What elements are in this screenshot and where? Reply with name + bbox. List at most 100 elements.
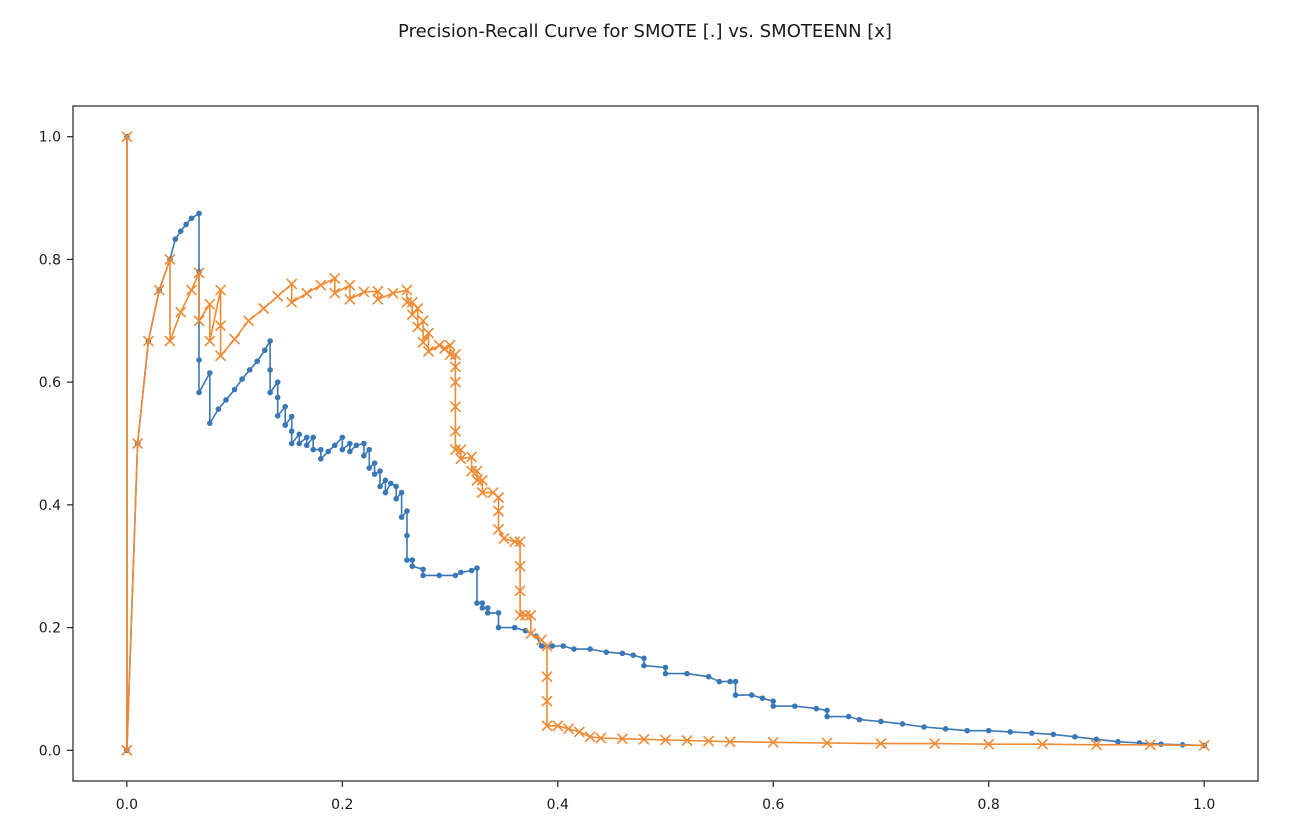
data-point-x-marker xyxy=(541,640,553,652)
data-point-x-marker xyxy=(193,267,205,279)
data-point-x-marker xyxy=(455,444,467,456)
data-point-dot-marker xyxy=(303,434,310,441)
data-point-x-marker xyxy=(466,465,478,477)
data-point-x-marker xyxy=(433,339,445,351)
data-point-x-marker xyxy=(767,736,779,748)
data-point-x-marker xyxy=(215,350,227,362)
data-point-dot-marker xyxy=(942,726,949,732)
data-point-x-marker xyxy=(595,732,607,744)
data-point-x-marker xyxy=(329,272,341,284)
data-point-x-marker xyxy=(121,744,133,756)
data-point-dot-marker xyxy=(404,532,410,539)
data-point-x-marker xyxy=(372,285,384,297)
data-point-x-marker xyxy=(358,286,370,298)
data-point-x-marker xyxy=(584,731,596,743)
data-point-dot-marker xyxy=(267,389,273,396)
data-point-x-marker xyxy=(552,720,564,732)
data-point-dot-marker xyxy=(361,452,367,459)
data-point-dot-marker xyxy=(495,624,502,631)
data-point-dot-marker xyxy=(377,483,383,490)
data-point-dot-marker xyxy=(207,370,213,376)
data-point-x-marker xyxy=(164,253,176,265)
data-point-dot-marker xyxy=(393,495,399,502)
data-point-x-marker xyxy=(455,453,467,465)
data-point-x-marker xyxy=(315,279,327,291)
data-point-dot-marker xyxy=(196,210,202,217)
data-point-x-marker xyxy=(471,465,483,477)
x-tick-label: 1.0 xyxy=(1193,797,1215,813)
data-point-x-marker xyxy=(681,734,693,747)
data-point-dot-marker xyxy=(282,403,289,410)
data-point-x-marker xyxy=(541,671,553,683)
data-point-dot-marker xyxy=(619,650,626,657)
data-point-dot-marker xyxy=(662,670,669,677)
data-point-dot-marker xyxy=(662,664,669,671)
data-point-dot-marker xyxy=(347,448,353,455)
data-point-x-marker xyxy=(412,302,424,315)
data-point-dot-marker xyxy=(353,442,360,449)
data-point-x-marker xyxy=(514,560,526,572)
data-point-x-marker xyxy=(541,695,553,707)
data-point-dot-marker xyxy=(371,471,378,477)
data-point-x-marker xyxy=(616,733,628,745)
data-point-dot-marker xyxy=(267,367,273,373)
data-point-dot-marker xyxy=(813,705,820,712)
x-tick-label: 0.2 xyxy=(331,797,353,813)
data-point-dot-marker xyxy=(188,215,195,222)
data-point-x-marker xyxy=(417,315,429,327)
data-point-x-marker xyxy=(215,320,227,332)
chart-title: Precision-Recall Curve for SMOTE [.] vs.… xyxy=(398,21,892,42)
data-point-x-marker xyxy=(301,287,313,299)
data-point-x-marker xyxy=(449,361,461,373)
data-point-dot-marker xyxy=(1093,736,1100,743)
data-point-dot-marker xyxy=(630,652,636,659)
data-point-dot-marker xyxy=(393,483,399,490)
data-point-x-marker xyxy=(444,348,456,361)
data-point-x-marker xyxy=(471,474,483,486)
data-point-dot-marker xyxy=(339,434,346,441)
data-point-x-marker xyxy=(449,348,461,361)
data-point-x-marker xyxy=(344,293,356,305)
x-tick-label: 0.4 xyxy=(547,797,569,813)
data-point-x-marker xyxy=(444,339,456,351)
data-point-dot-marker xyxy=(538,643,545,649)
data-point-x-marker xyxy=(185,284,198,296)
data-point-dot-marker xyxy=(288,428,295,435)
data-point-x-marker xyxy=(272,290,284,302)
data-point-dot-marker xyxy=(791,703,798,709)
data-point-x-marker xyxy=(659,734,672,746)
data-point-x-marker xyxy=(525,628,537,640)
data-point-dot-marker xyxy=(420,566,426,573)
data-point-x-marker xyxy=(449,444,461,456)
data-point-x-marker xyxy=(401,296,413,308)
data-point-dot-marker xyxy=(223,397,229,403)
y-tick-label: 0.6 xyxy=(39,375,61,391)
data-point-dot-marker xyxy=(382,489,389,496)
data-point-x-marker xyxy=(258,302,270,315)
data-point-x-marker xyxy=(466,451,478,463)
data-point-dot-marker xyxy=(310,434,317,441)
series-line xyxy=(126,135,1205,752)
x-tick-label: 0.0 xyxy=(116,797,138,813)
data-point-x-marker xyxy=(1198,739,1210,751)
data-point-dot-marker xyxy=(254,358,261,365)
data-point-x-marker xyxy=(215,284,227,296)
data-point-dot-marker xyxy=(468,567,475,574)
data-point-x-marker xyxy=(417,336,429,348)
data-point-x-marker xyxy=(243,315,255,327)
data-point-x-marker xyxy=(164,335,176,347)
data-point-dot-marker xyxy=(899,721,906,727)
data-point-dot-marker xyxy=(495,610,502,616)
data-point-dot-marker xyxy=(274,394,281,401)
data-point-dot-marker xyxy=(183,221,189,228)
y-tick-label: 0.8 xyxy=(39,252,61,268)
data-point-dot-marker xyxy=(274,379,281,385)
data-point-dot-marker xyxy=(317,456,324,462)
data-point-dot-marker xyxy=(288,413,295,420)
data-point-dot-marker xyxy=(172,236,179,242)
y-tick-label: 0.4 xyxy=(39,498,61,514)
data-point-dot-marker xyxy=(985,727,992,734)
data-point-dot-marker xyxy=(404,557,410,563)
data-point-dot-marker xyxy=(716,678,723,685)
data-point-dot-marker xyxy=(409,557,416,563)
